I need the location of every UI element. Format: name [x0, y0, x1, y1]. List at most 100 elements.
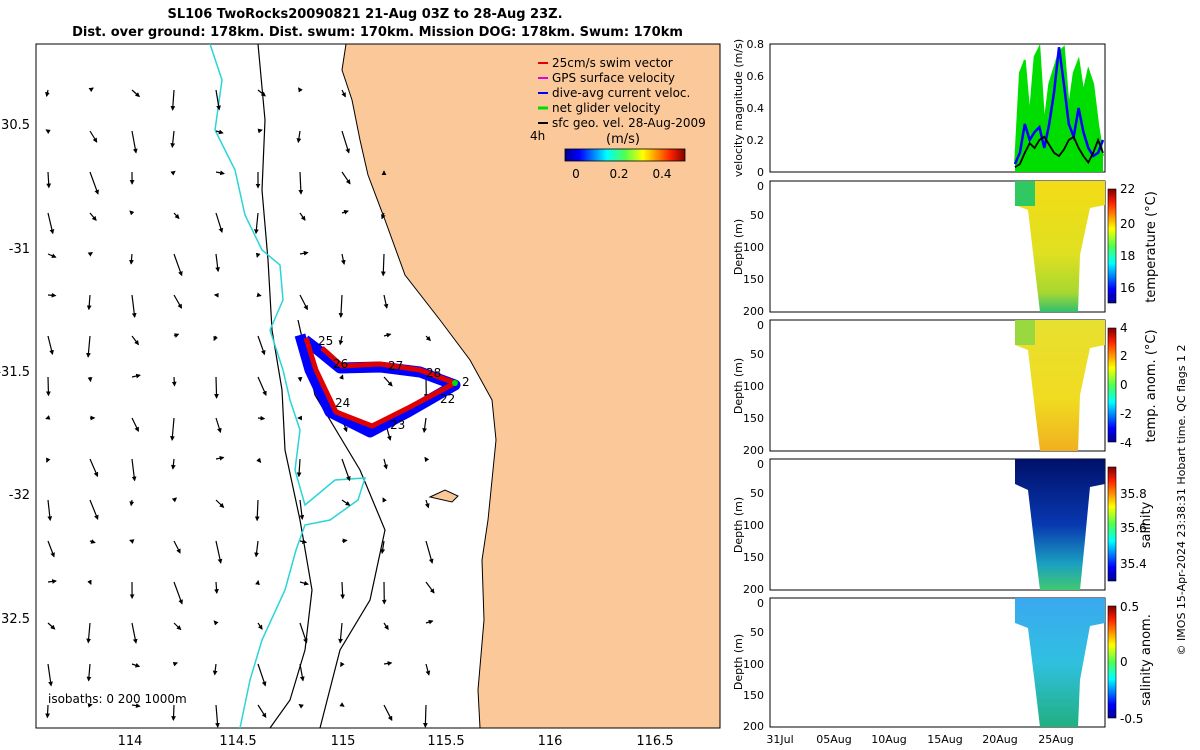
velocity-panel: 0 0.2 0.4 0.6 0.8 velocity magnitude (m/…	[732, 38, 1106, 179]
y-tick-label: 0	[757, 166, 764, 179]
velocity-arrow	[338, 294, 344, 318]
colorbar-tick: 0.5	[1120, 600, 1139, 614]
velocity-arrow	[215, 89, 221, 111]
velocity-arrow	[171, 376, 177, 387]
track-end-marker	[452, 380, 458, 386]
isobath-0	[297, 319, 386, 729]
velocity-arrow	[170, 130, 176, 149]
series-line	[1014, 135, 1104, 168]
velocity-arrow	[46, 171, 52, 189]
y-tick-label: 0	[757, 319, 764, 332]
y-axis-label: Depth (m)	[732, 219, 745, 275]
velocity-arrow	[173, 212, 180, 220]
y-tick-label: 32.5	[1, 612, 30, 627]
velocity-arrow	[257, 335, 266, 356]
velocity-arrow	[424, 456, 430, 463]
velocity-arrow	[172, 661, 178, 667]
colorbar-tick: -2	[1120, 407, 1132, 421]
velocity-arrow	[254, 540, 259, 558]
y-tick-label: -32	[9, 488, 30, 503]
velocity-arrow	[341, 171, 351, 185]
track-label: 27	[388, 359, 403, 373]
salinity-anomaly-section	[1015, 598, 1105, 727]
velocity-arrow	[299, 250, 309, 256]
velocity-arrow	[131, 622, 138, 644]
velocity-arrow	[87, 251, 93, 257]
colorbar	[1107, 188, 1117, 304]
velocity-arrow	[173, 253, 183, 277]
x-tick-label: 31Jul	[766, 733, 793, 746]
velocity-arrow	[299, 580, 309, 586]
y-tick-label: 0.8	[747, 38, 765, 51]
track-label: 25	[318, 334, 333, 348]
velocity-arrow	[47, 579, 57, 584]
scale-label: 4h	[530, 129, 545, 143]
velocity-arrow	[45, 376, 51, 397]
velocity-arrow	[171, 704, 176, 721]
velocity-arrow	[425, 581, 435, 594]
velocity-arrow	[45, 704, 50, 719]
y-axis-label: Depth (m)	[732, 634, 745, 690]
velocity-arrow	[212, 663, 218, 676]
track-label: 28	[426, 366, 441, 380]
colorbar-tick: 0.2	[609, 167, 628, 181]
velocity-arrow	[296, 130, 302, 144]
velocity-arrow	[89, 499, 99, 520]
velocity-arrow	[129, 499, 135, 507]
velocity-arrow	[257, 128, 263, 134]
x-tick-label: 20Aug	[982, 733, 1017, 746]
velocity-arrow	[299, 294, 308, 311]
legend-label: sfc geo. vel. 28-Aug-2009	[552, 116, 706, 130]
velocity-arrow	[129, 539, 135, 544]
velocity-arrow	[215, 540, 223, 564]
velocity-arrow	[257, 376, 267, 396]
velocity-arrow	[257, 89, 266, 97]
velocity-arrow	[383, 376, 393, 387]
section-surface-patch	[1015, 181, 1035, 206]
y-tick-label: 100	[743, 241, 764, 254]
velocity-arrow	[341, 130, 350, 154]
y-tick-label: 0.6	[747, 70, 765, 83]
velocity-arrow	[129, 210, 135, 216]
legend-label: net glider velocity	[552, 101, 660, 115]
legend-label: 25cm/s swim vector	[552, 56, 673, 70]
velocity-arrow	[340, 253, 346, 265]
velocity-arrow	[425, 540, 434, 564]
land-area	[341, 43, 721, 729]
velocity-arrow	[173, 622, 182, 631]
velocity-arrow	[131, 703, 141, 708]
colorbar-tick: 35.6	[1120, 521, 1147, 535]
y-tick-label: 100	[743, 658, 764, 671]
time-x-axis: 31Jul 05Aug 10Aug 15Aug 20Aug 25Aug	[766, 733, 1073, 746]
map-x-axis: 114 114.5 115 115.5 116 116.5	[118, 734, 674, 749]
track-label: 23	[390, 418, 405, 432]
colorbar-tick: 0	[1120, 655, 1128, 669]
y-tick-label: 200	[743, 444, 764, 457]
y-tick-label: -31.5	[0, 365, 30, 380]
map-colorbar	[564, 148, 686, 162]
velocity-arrow	[131, 458, 137, 482]
velocity-arrow	[215, 129, 224, 135]
velocity-arrow	[299, 622, 308, 644]
velocity-arrow	[170, 417, 175, 441]
velocity-arrow	[338, 622, 343, 644]
section-surface-patch	[1015, 320, 1035, 345]
velocity-arrow	[296, 458, 302, 478]
y-tick-label: 50	[750, 487, 764, 500]
temperature-panel: 22 20 18 16 temperature (°C) Depth (m) 0…	[732, 180, 1159, 318]
y-tick-label: 150	[743, 412, 764, 425]
velocity-arrow	[256, 457, 262, 463]
y-tick-label: 0	[757, 458, 764, 471]
velocity-arrow	[131, 373, 141, 379]
velocity-arrow	[424, 499, 430, 509]
y-tick-label: -31	[9, 242, 30, 257]
colorbar-label: salinity	[1139, 501, 1154, 548]
velocity-arrow	[299, 663, 305, 682]
y-tick-label: 0.2	[747, 134, 765, 147]
colorbar-tick: 22	[1120, 182, 1135, 196]
velocity-arrow	[47, 253, 57, 258]
y-tick-label: 30.5	[1, 118, 30, 133]
swim-vector-track	[303, 337, 458, 429]
velocity-arrow	[255, 252, 261, 258]
